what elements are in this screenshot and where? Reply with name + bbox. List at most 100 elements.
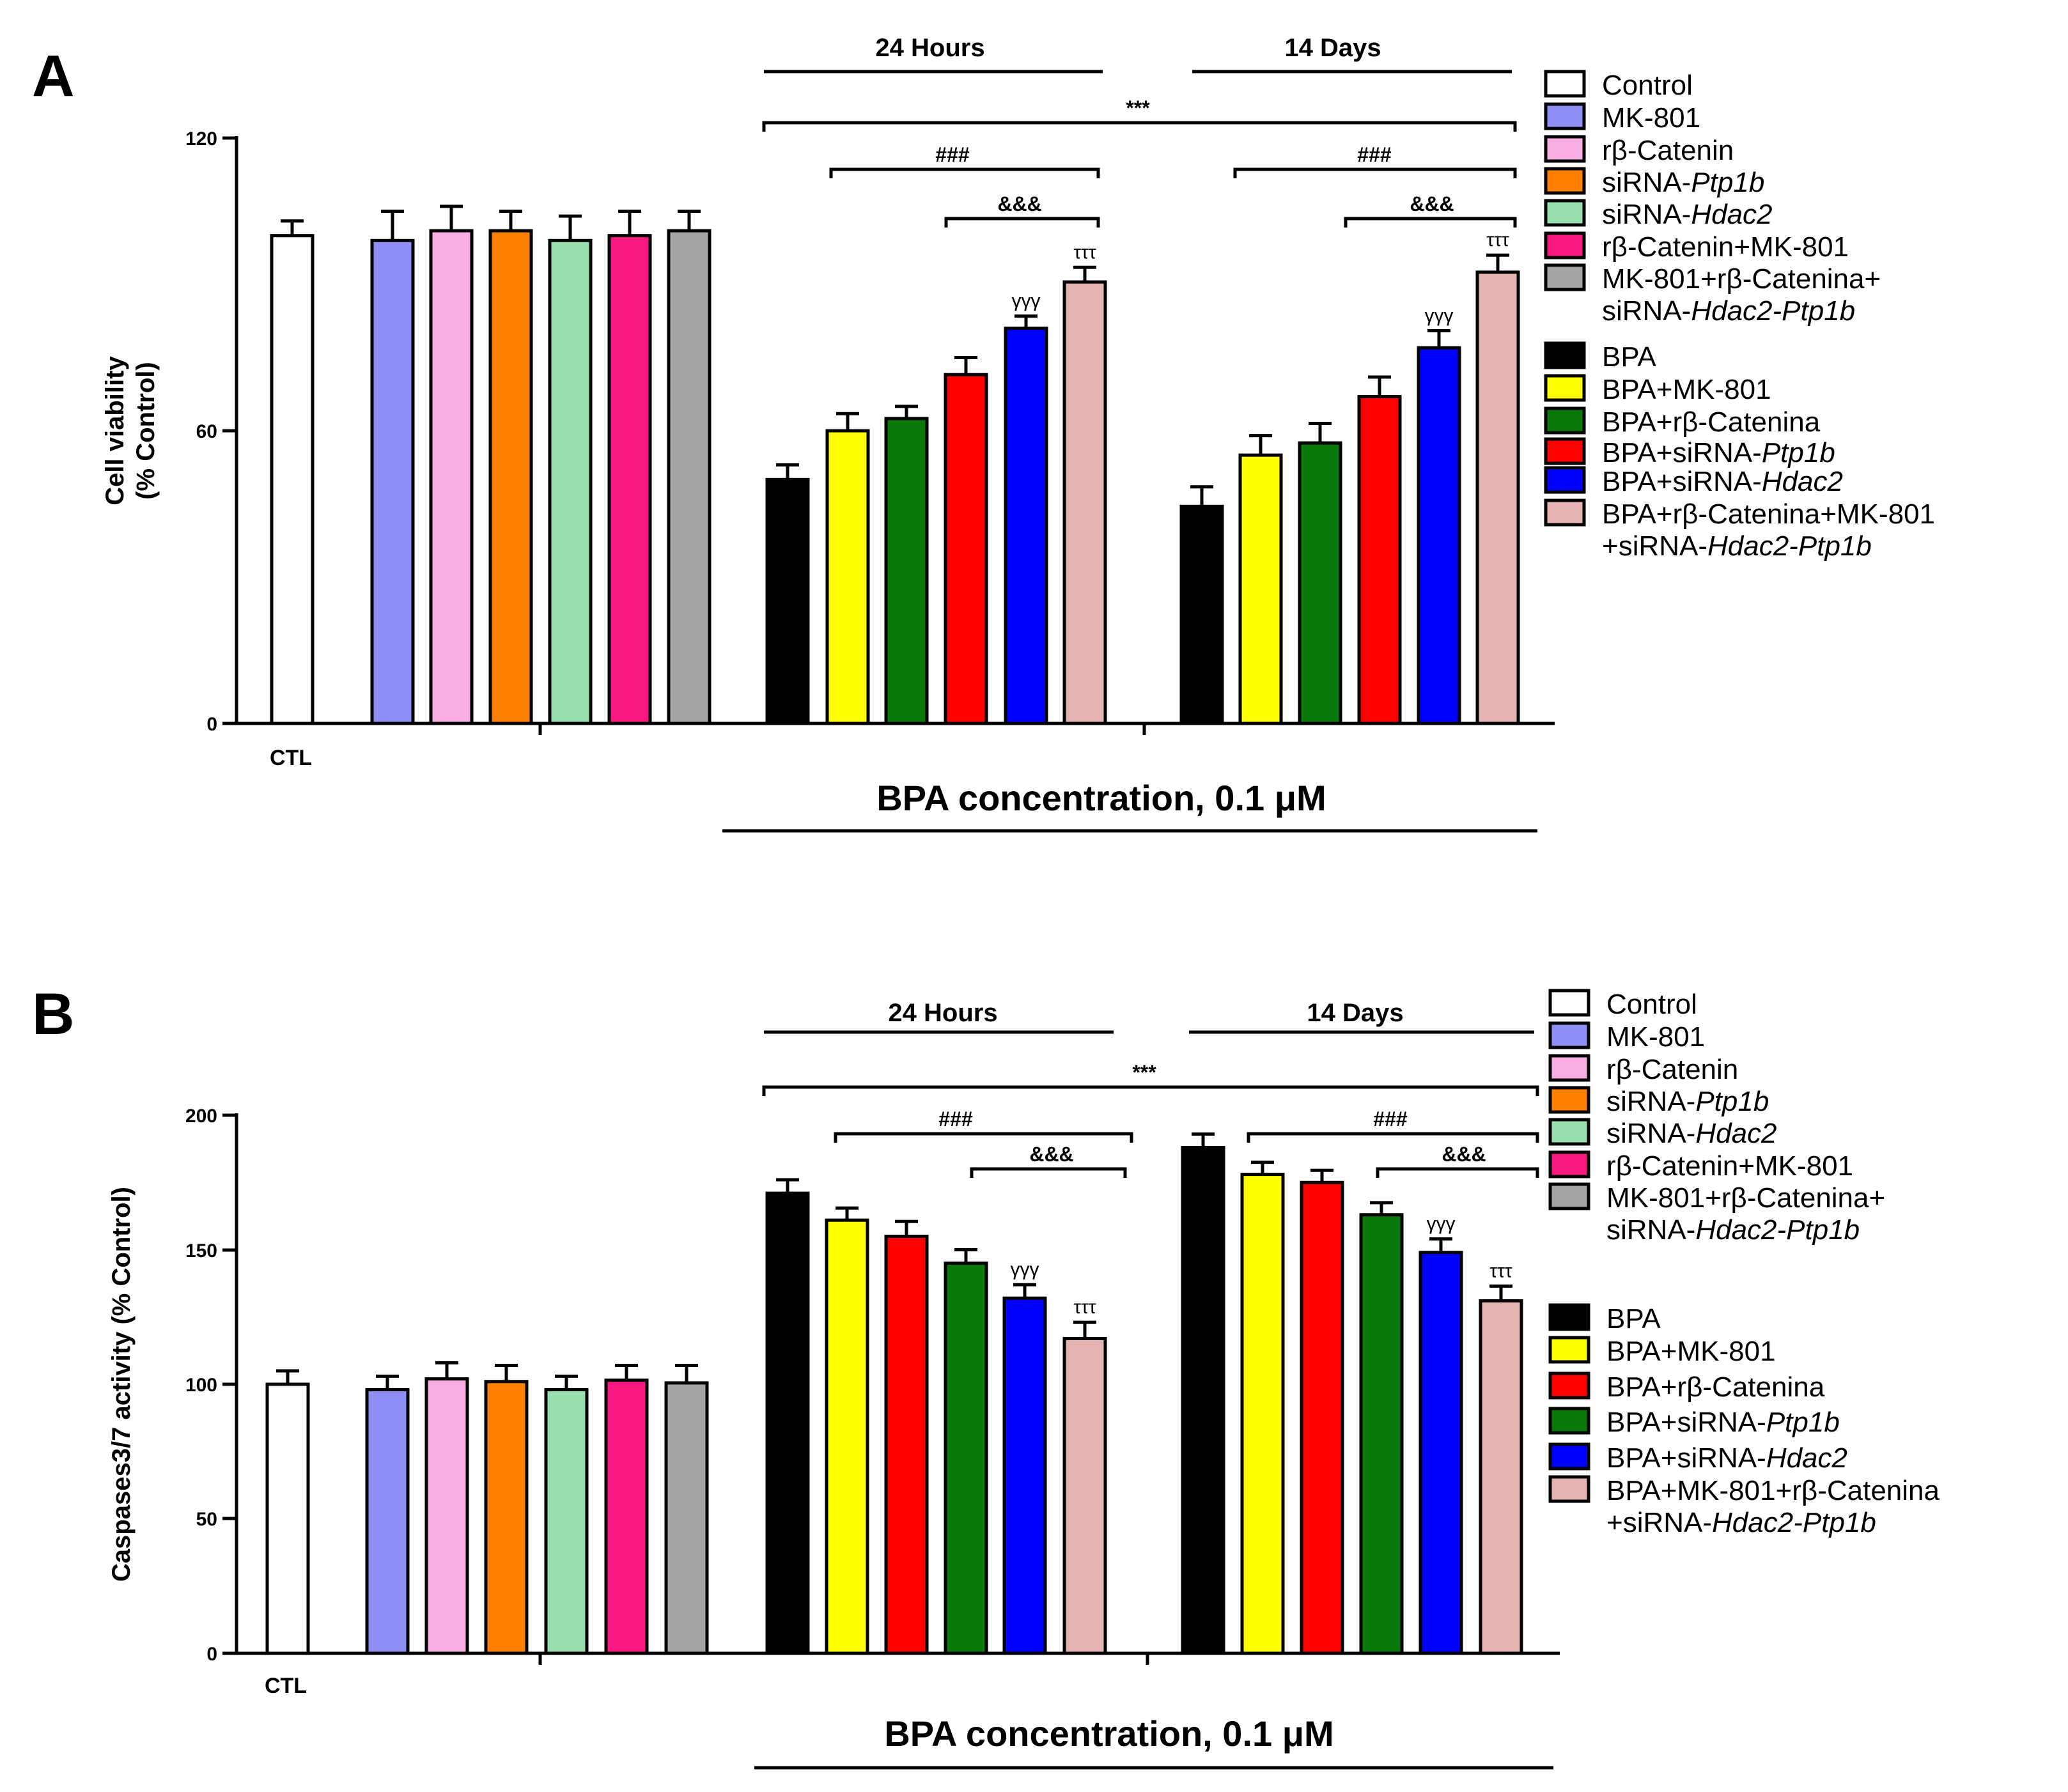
panel-b-legend-top-3-swatch	[1548, 1086, 1590, 1114]
panel-a-legend-top-0-label: Control	[1602, 70, 1693, 101]
panel-b-legend-bottom-1-swatch	[1548, 1336, 1590, 1364]
panel-a-bar-14d-0	[1179, 504, 1224, 725]
panel-a-bar-control-1	[370, 238, 415, 725]
panel-b-bar-14d-0	[1181, 1146, 1225, 1655]
panel-b-bracket-hash-1	[1247, 1132, 1539, 1143]
panel-b-bracket-all-label: ***	[1132, 1061, 1156, 1084]
panel-a-bracket-hash-1	[1233, 167, 1517, 178]
panel-a-ylabel: Cell viability	[101, 356, 129, 506]
panel-a-legend-bottom-0-swatch	[1544, 341, 1586, 369]
panel-a-xlabel: BPA concentration, 0.1 μM	[876, 778, 1326, 818]
panel-b-bracket-amp-1	[1376, 1167, 1539, 1178]
panel-b-bar-24h-5	[1062, 1336, 1107, 1655]
panel-b-y-tick-label: 50	[196, 1509, 217, 1530]
panel-b-bar-control-2	[424, 1377, 469, 1655]
panel-a-bar-14d-1	[1238, 453, 1283, 725]
panel-b-legend-top-2-label: rβ-Catenin	[1606, 1054, 1738, 1085]
panel-b-bar-control-1	[365, 1387, 410, 1655]
panel-b-bar-14d-3	[1359, 1213, 1404, 1655]
panel-b-tau-mark: τττ	[1489, 1260, 1512, 1281]
panel-a-legend-top-6-label-line2: siRNA-Hdac2-Ptp1b	[1602, 295, 1855, 327]
panel-a-legend-bottom-4-label: BPA+siRNA-Hdac2	[1602, 466, 1843, 497]
panel-b-y-tick-label: 150	[185, 1240, 217, 1262]
panel-a-bar-control-3	[488, 229, 533, 725]
panel-b-legend-top-4-label: siRNA-Hdac2	[1606, 1118, 1777, 1149]
panel-a-bar-24h-3	[944, 373, 988, 725]
panel-a-gamma-mark: γγγ	[1425, 305, 1454, 327]
panel-b-gamma-mark: γγγ	[1427, 1214, 1456, 1235]
panel-b-legend-top-6-label: MK-801+rβ-Catenina+	[1606, 1182, 1885, 1214]
panel-a-legend-bottom-2-label: BPA+rβ-Catenina	[1602, 406, 1821, 438]
panel-a-legend-top-6-label: MK-801+rβ-Catenina+	[1602, 263, 1881, 295]
panel-a-legend-top-6-swatch	[1544, 263, 1586, 291]
panel-a-legend-top-4-swatch	[1544, 199, 1586, 227]
panel-a-bar-24h-1	[825, 429, 870, 725]
panel-a-legend-bottom-5-swatch	[1544, 498, 1586, 527]
panel-a-bracket-amp-0-label: &&&	[997, 192, 1041, 215]
panel-a-group-label-14d: 14 Days	[1284, 34, 1381, 62]
panel-b-ylabel: Caspases3/7 activity (% Control)	[107, 1187, 136, 1582]
panel-b-legend-bottom-0-label: BPA	[1606, 1303, 1661, 1334]
panel-a-legend-top-0-swatch	[1544, 70, 1586, 98]
panel-a-legend-bottom-0-label: BPA	[1602, 341, 1656, 373]
panel-b-legend-bottom-0-swatch	[1548, 1303, 1590, 1331]
panel-a-bracket-amp-1-label: &&&	[1410, 192, 1454, 215]
panel-a-bar-14d-2	[1298, 441, 1342, 725]
panel-a-ctl-label: CTL	[270, 746, 312, 770]
panel-a-bar-24h-5	[1062, 280, 1107, 725]
panel-b-bracket-hash-1-label: ###	[1373, 1108, 1408, 1131]
panel-a-legend-top-4-label: siRNA-Hdac2	[1602, 199, 1773, 230]
panel-a-bracket-hash-0	[829, 167, 1100, 178]
panel-a-bracket-all	[762, 121, 1517, 132]
panel-a-bracket-amp-0	[944, 217, 1100, 228]
panel-b-legend-top-2-swatch	[1548, 1054, 1590, 1082]
panel-b-bracket-amp-1-label: &&&	[1442, 1143, 1486, 1166]
panel-a-legend-top-2-label: rβ-Catenin	[1602, 135, 1734, 166]
panel-b-legend-bottom-3-swatch	[1548, 1407, 1590, 1435]
panel-a-tau-mark: τττ	[1486, 229, 1509, 251]
panel-b-bar-14d-4	[1419, 1251, 1463, 1655]
panel-a-legend-top-1-label: MK-801	[1602, 102, 1700, 134]
panel-a-legend-bottom-2-swatch	[1544, 406, 1586, 435]
panel-b-legend-top-4-swatch	[1548, 1118, 1590, 1146]
panel-a-bar-control-5	[607, 234, 652, 725]
panel-b-bar-14d-2	[1300, 1180, 1344, 1655]
panel-a-legend-top-2-swatch	[1544, 135, 1586, 163]
panel-a-legend-top-5-swatch	[1544, 231, 1586, 259]
panel-a-legend-top-3-label: siRNA-Ptp1b	[1602, 167, 1764, 198]
panel-b-legend-top-6-swatch	[1548, 1182, 1590, 1210]
panel-b-xlabel: BPA concentration, 0.1 μM	[884, 1713, 1333, 1754]
panel-b-bar-control-6	[664, 1381, 709, 1655]
panel-b-bracket-hash-0	[834, 1132, 1133, 1143]
panel-a-bar-24h-0	[765, 477, 810, 725]
panel-b-bar-24h-3	[944, 1262, 988, 1655]
panel-a-legend-bottom-5-label-line2: +siRNA-Hdac2-Ptp1b	[1602, 530, 1872, 562]
panel-a-label: A	[32, 43, 74, 109]
panel-a-bar-14d-5	[1475, 270, 1520, 725]
panel-b-bar-24h-4	[1002, 1296, 1047, 1655]
panel-b-bar-control-3	[484, 1380, 529, 1655]
panel-b-bar-14d-1	[1240, 1173, 1285, 1655]
panel-b-legend-top-6-label-line2: siRNA-Hdac2-Ptp1b	[1606, 1214, 1860, 1246]
panel-b-y-tick-label: 0	[206, 1644, 217, 1665]
panel-b-legend-bottom-5-label: BPA+MK-801+rβ-Catenina	[1606, 1475, 1940, 1506]
panel-b-legend-bottom-5-swatch	[1548, 1475, 1590, 1503]
panel-b-bar-control-4	[544, 1387, 589, 1655]
panel-a-legend-top-5-label: rβ-Catenin+MK-801	[1602, 231, 1849, 263]
panel-a-bar-control-2	[429, 229, 474, 725]
panel-a-legend-top-3-swatch	[1544, 167, 1586, 195]
panel-b-gamma-mark: γγγ	[1011, 1259, 1039, 1280]
panel-b-legend-top-3-label: siRNA-Ptp1b	[1606, 1086, 1769, 1117]
panel-b-legend-top-5-swatch	[1548, 1150, 1590, 1178]
panel-a-group-label-24h: 24 Hours	[875, 34, 984, 62]
panel-a-y-tick-label: 120	[185, 128, 217, 150]
panel-b-legend-top-5-label: rβ-Catenin+MK-801	[1606, 1150, 1853, 1182]
panel-a-bar-14d-4	[1417, 346, 1461, 725]
panel-b-group-label-14d: 14 Days	[1307, 999, 1403, 1027]
panel-b-bar-14d-5	[1479, 1299, 1523, 1655]
panel-a-bar-24h-2	[884, 417, 929, 725]
panel-b-y-tick-label: 200	[185, 1106, 217, 1127]
panel-b-legend-top-1-label: MK-801	[1606, 1021, 1705, 1053]
panel-b-legend-bottom-4-label: BPA+siRNA-Hdac2	[1606, 1442, 1847, 1474]
